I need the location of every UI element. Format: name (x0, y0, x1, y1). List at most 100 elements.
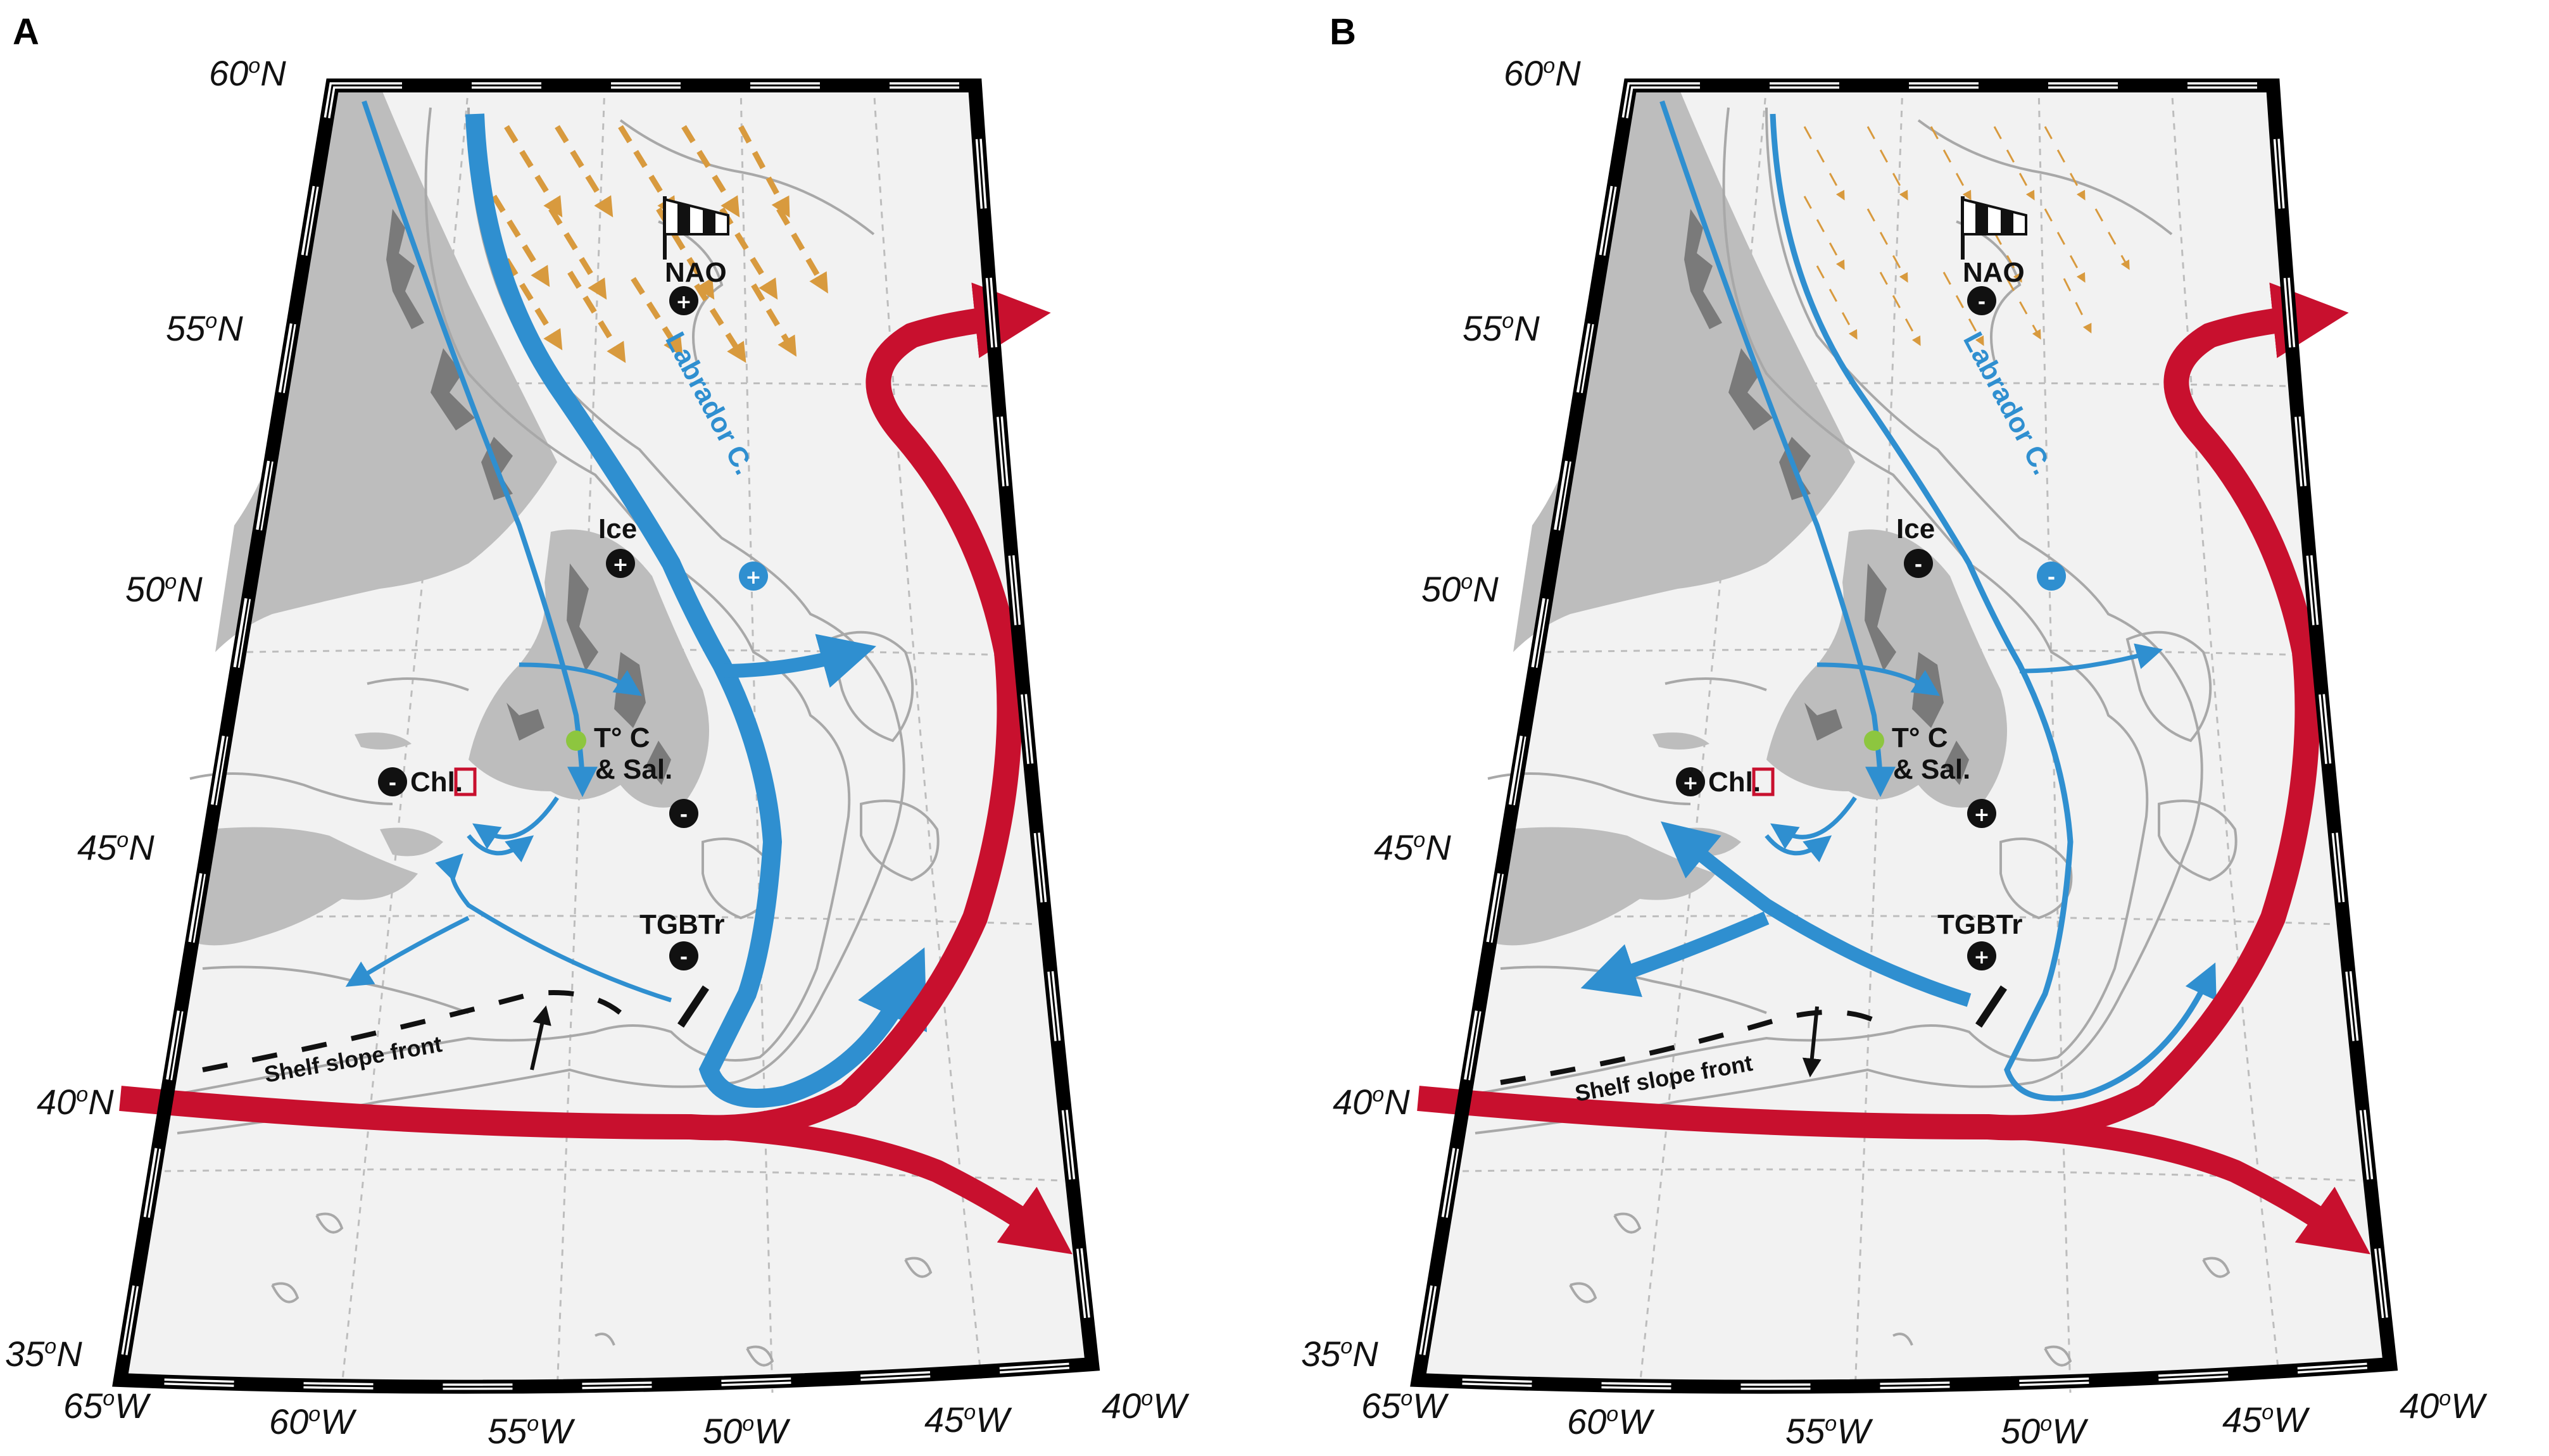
labrador-inshore-branch (362, 100, 598, 798)
shelf-branch-1 (1816, 662, 1940, 696)
tgbtr-transect (677, 985, 709, 1028)
windsock-icon (663, 196, 729, 260)
tgbtr-label: TGBTr (1937, 909, 2022, 940)
lat-35-b: 35oN (1301, 1334, 1378, 1374)
wind-arrows (1803, 126, 2130, 346)
shelf-branch-1 (519, 662, 642, 696)
gulf-stream (1417, 282, 2349, 1141)
lat-55-a: 55oN (166, 308, 243, 348)
lat-60-a: 60oN (209, 53, 286, 93)
labrador-current (465, 113, 927, 1108)
lon-50-a: 50oW (703, 1411, 791, 1451)
tgbtr-label: TGBTr (639, 909, 724, 940)
windsock-icon (1961, 196, 2027, 260)
shelf-branch-2 (472, 796, 559, 850)
shelf-branch-4 (1660, 821, 1972, 1007)
ice-sign: + (606, 549, 635, 578)
temp-sal-sign: - (669, 799, 698, 828)
panel-b: Shelf slope front NAO - Ice - Labrador C… (1417, 85, 2390, 1394)
chl-box (454, 767, 477, 796)
svg-text:+: + (745, 567, 761, 589)
panel-a: Shelf slope front NAO + Ice + Labrador C… (119, 85, 1092, 1394)
station-dot (566, 731, 586, 751)
labrador-inshore-branch (1659, 100, 1896, 798)
tgbtr-sign: - (669, 941, 698, 970)
nao-sign: + (669, 286, 698, 315)
panel-b-axes: B 60oN 55oN 50oN 45oN 40oN 35oN 65oW 60o… (1301, 11, 2488, 1451)
ice-sign: - (1904, 549, 1933, 578)
chl-sign: + (1676, 767, 1705, 796)
panel-label-b: B (1330, 11, 1356, 53)
svg-text:-: - (680, 946, 688, 969)
svg-text:-: - (389, 772, 396, 794)
temp-sal-sign: + (1967, 799, 1996, 828)
front-arrow (530, 1005, 551, 1070)
chl-box (1752, 767, 1775, 796)
nao-label: NAO (1963, 257, 2025, 288)
svg-text:+: + (612, 554, 628, 576)
lon-55-a: 55oW (488, 1411, 576, 1451)
chl-label: Chl. (1708, 767, 1761, 798)
svg-text:+: + (1973, 804, 1989, 826)
sal-label: & Sal. (1893, 754, 1970, 785)
lat-50-a: 50oN (125, 569, 203, 609)
shelf-branch-3 (1765, 834, 1832, 863)
svg-text:-: - (1915, 554, 1922, 576)
lon-45-a: 45oW (924, 1400, 1012, 1440)
lat-50-b: 50oN (1421, 569, 1499, 609)
shelf-branch-3 (467, 834, 534, 863)
svg-text:-: - (680, 804, 688, 826)
lat-45-a: 45oN (77, 827, 154, 867)
shelf-branch-2 (1770, 796, 1857, 850)
svg-text:-: - (2048, 567, 2055, 589)
nao-sign: - (1967, 286, 1996, 315)
svg-text:+: + (1682, 772, 1698, 794)
lon-40-b: 40oW (2400, 1386, 2488, 1426)
shelf-branch-5 (345, 915, 470, 987)
lat-40-b: 40oN (1333, 1082, 1410, 1122)
labrador-current (1770, 113, 2217, 1101)
temp-label: T° C (1892, 722, 1948, 753)
labrador-east-branch (2019, 643, 2163, 674)
shelf-branch-4 (435, 853, 672, 1003)
lat-45-b: 45oN (1374, 827, 1451, 867)
shelf-branch-5 (1580, 911, 1770, 998)
station-dot (1864, 731, 1884, 751)
lat-35-a: 35oN (5, 1334, 82, 1374)
chl-sign: - (378, 767, 407, 796)
ice-label: Ice (598, 513, 637, 544)
panel-a-axes: A 60oN 55oN 50oN 45oN 40oN 35oN 65oW 60o… (5, 11, 1190, 1451)
svg-text:+: + (1973, 946, 1989, 969)
lat-40-a: 40oN (37, 1082, 114, 1122)
lon-40-a: 40oW (1102, 1386, 1190, 1426)
sal-label: & Sal. (595, 754, 672, 785)
tgbtr-sign: + (1967, 941, 1996, 970)
lon-60-b: 60oW (1567, 1402, 1655, 1441)
panel-label-a: A (13, 11, 39, 53)
wind-arrows (491, 125, 828, 363)
lon-45-b: 45oW (2222, 1400, 2310, 1440)
labrador-sign: - (2037, 562, 2066, 591)
gulf-stream-southeast (689, 1115, 1073, 1255)
temp-label: T° C (594, 722, 650, 753)
lon-60-a: 60oW (269, 1402, 357, 1441)
shelf-slope-front (202, 990, 622, 1072)
lon-50-b: 50oW (2001, 1411, 2089, 1451)
svg-text:-: - (1978, 291, 1986, 313)
shelf-slope-front (1500, 1009, 1895, 1085)
lat-60-b: 60oN (1504, 53, 1581, 93)
nao-label: NAO (665, 257, 727, 288)
front-arrow (1802, 1006, 1822, 1077)
svg-text:+: + (676, 291, 691, 313)
lat-55-b: 55oN (1463, 308, 1540, 348)
lon-55-b: 55oW (1785, 1411, 1873, 1451)
tgbtr-transect (1975, 985, 2007, 1028)
chl-label: Chl. (410, 767, 463, 798)
gulf-stream-southeast (1987, 1115, 2370, 1255)
labrador-sign: + (739, 562, 768, 591)
lon-65-b: 65oW (1361, 1386, 1449, 1426)
lon-65-a: 65oW (63, 1386, 151, 1426)
ice-label: Ice (1896, 513, 1935, 544)
gulf-stream (119, 282, 1051, 1141)
